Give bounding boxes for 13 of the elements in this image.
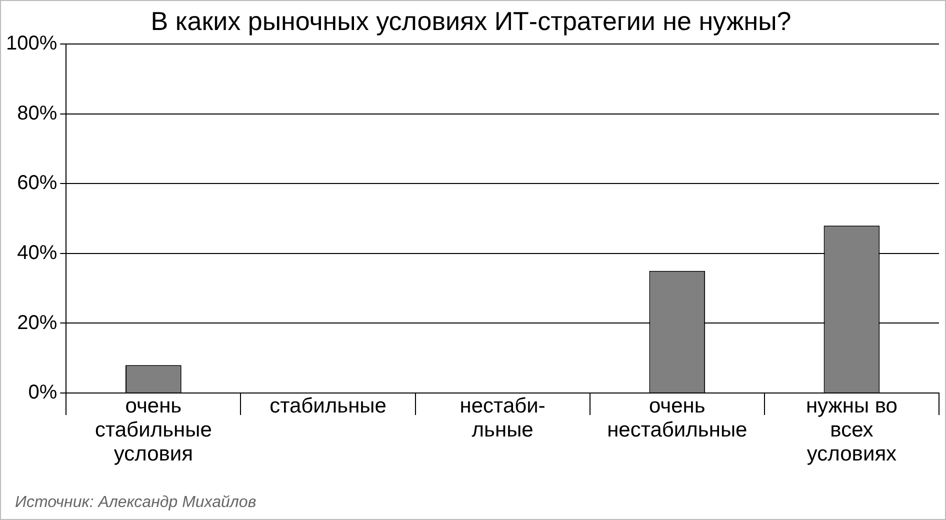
y-tick-label: 60% xyxy=(17,172,58,194)
chart-title: В каких рыночных условиях ИТ-стратегии не нужны? xyxy=(150,6,792,36)
y-tick-label: 0% xyxy=(28,382,58,404)
text: Источник: Александр Михайлов xyxy=(15,494,256,512)
y-tick-label: 100% xyxy=(6,32,58,55)
x-tick-label: очень стабильные условия xyxy=(94,394,212,466)
y-tick-label: 80% xyxy=(17,102,58,124)
x-tick-label: нужны во всех условиях xyxy=(806,394,898,466)
x-tick-label: стабильные xyxy=(270,394,386,418)
x-tick-label: нестаби- льные xyxy=(460,394,546,442)
x-tick-label: очень нестабильные xyxy=(607,394,748,442)
y-tick-label: 20% xyxy=(17,312,58,334)
y-tick-label: 40% xyxy=(17,242,58,264)
